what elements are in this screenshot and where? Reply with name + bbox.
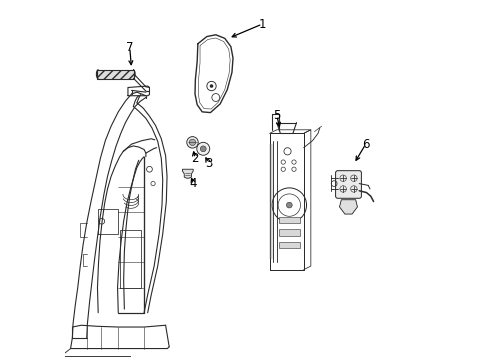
Text: 7: 7 <box>126 41 133 54</box>
Circle shape <box>200 146 206 152</box>
Circle shape <box>286 202 292 208</box>
Polygon shape <box>339 200 357 214</box>
Circle shape <box>189 139 195 145</box>
Circle shape <box>196 142 209 155</box>
Text: 6: 6 <box>361 138 369 150</box>
Circle shape <box>186 136 198 148</box>
Text: 1: 1 <box>258 18 265 31</box>
Bar <box>278 217 300 223</box>
Bar <box>278 242 300 248</box>
Polygon shape <box>182 169 193 178</box>
Circle shape <box>209 84 213 88</box>
Bar <box>278 229 300 235</box>
Polygon shape <box>97 69 134 79</box>
Text: 2: 2 <box>191 152 198 165</box>
Text: 3: 3 <box>204 157 212 170</box>
FancyBboxPatch shape <box>335 171 361 198</box>
Text: 5: 5 <box>272 109 280 122</box>
Text: 4: 4 <box>189 177 197 190</box>
